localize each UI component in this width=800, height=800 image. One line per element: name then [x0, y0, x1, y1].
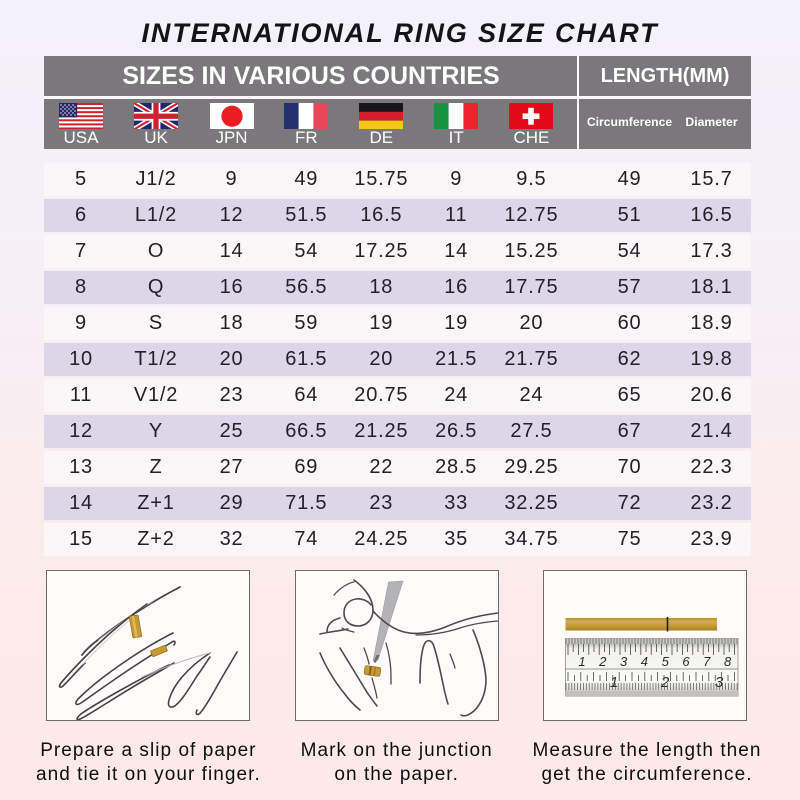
- svg-text:3: 3: [620, 654, 628, 669]
- svg-text:6: 6: [682, 654, 690, 669]
- svg-text:2: 2: [660, 674, 670, 691]
- svg-text:1: 1: [610, 674, 618, 691]
- svg-text:1: 1: [578, 654, 585, 669]
- svg-text:8: 8: [724, 654, 732, 669]
- svg-text:2: 2: [598, 654, 607, 669]
- svg-text:3: 3: [715, 674, 724, 691]
- svg-text:5: 5: [662, 654, 670, 669]
- svg-text:7: 7: [703, 654, 711, 669]
- svg-text:4: 4: [641, 654, 648, 669]
